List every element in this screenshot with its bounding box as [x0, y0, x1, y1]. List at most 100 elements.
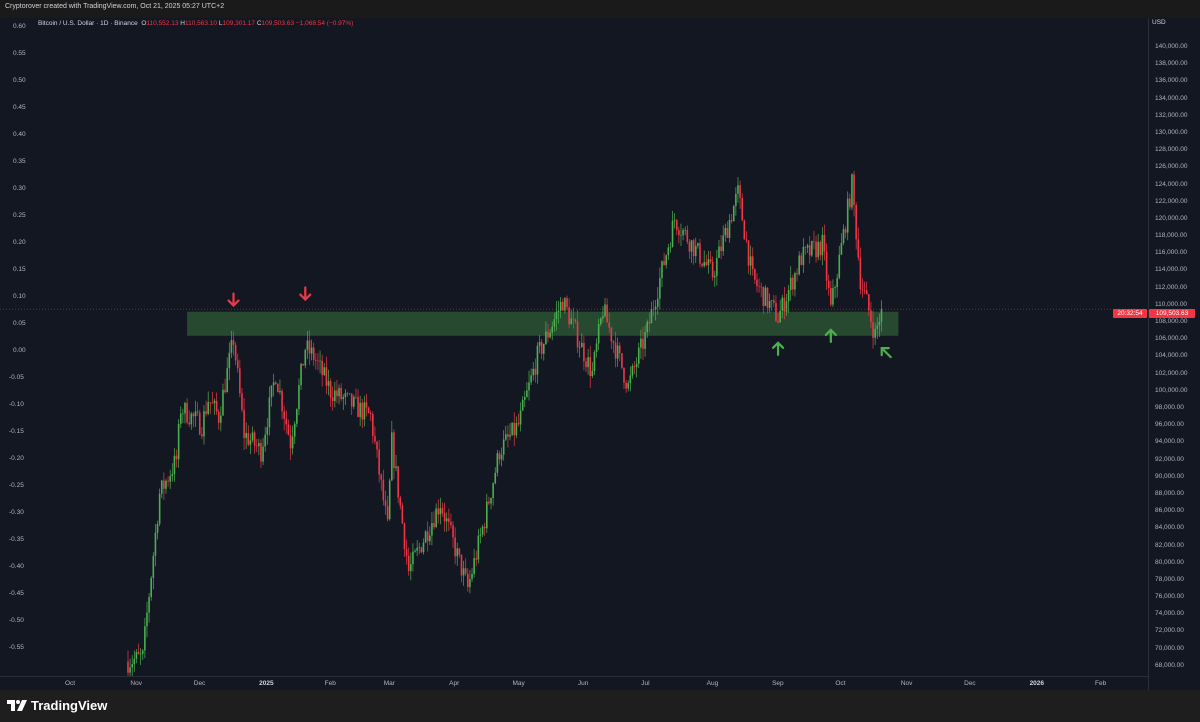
candle-body [868, 294, 870, 311]
candle-body [777, 321, 779, 323]
percent-tick-label: -0.20 [9, 455, 24, 462]
price-tick-label: 110,000.00 [1155, 300, 1188, 308]
tradingview-logo-icon [7, 700, 27, 711]
candle-body [249, 440, 252, 445]
candle-body [420, 547, 423, 553]
chart-pane[interactable] [0, 18, 1148, 676]
candle-body [137, 652, 140, 654]
candle-body [751, 256, 754, 270]
candle-body [321, 360, 323, 375]
candle-body [521, 399, 524, 411]
credit-text: Cryptorover created with TradingView.com… [5, 3, 225, 10]
candle-body [283, 411, 285, 419]
candle-body [445, 518, 448, 522]
candle-body [794, 273, 796, 290]
candle-body [334, 390, 336, 402]
candle-body [217, 411, 220, 423]
candle-body [471, 573, 473, 580]
candle-body [855, 204, 857, 240]
price-axis[interactable]: 140,000.00 138,000.00 136,000.00 134,000.00… [1148, 18, 1200, 690]
candle-body [388, 480, 391, 520]
candle-body [148, 597, 150, 613]
candle-body [291, 436, 294, 449]
candlestick-plot[interactable] [0, 0, 1148, 676]
candle-body [827, 280, 830, 288]
candle-body [806, 245, 809, 248]
candle-body [572, 318, 575, 320]
close-label: C [256, 20, 262, 27]
candle-body [800, 255, 803, 265]
candle-body [530, 375, 532, 383]
candle-body [534, 368, 537, 375]
candle-body [509, 434, 511, 437]
candle-body [372, 414, 374, 437]
candle-body [129, 667, 131, 673]
candle-body [243, 409, 245, 438]
candle-body [553, 319, 556, 327]
candle-body [213, 400, 216, 404]
symbol-title[interactable]: Bitcoin / U.S. Dollar · 1D · Binance [38, 20, 138, 27]
candle-body [485, 501, 488, 529]
candle-body [604, 304, 606, 317]
candle-body [870, 310, 872, 323]
candle-body [475, 558, 478, 560]
candle-body [578, 347, 581, 348]
candle-body [523, 397, 526, 400]
candle-body [796, 273, 798, 275]
candle-body [661, 261, 663, 278]
price-tick-label: 96,000.00 [1155, 421, 1184, 429]
candle-body [300, 363, 302, 386]
candle-body [477, 535, 480, 560]
candle-body [403, 523, 406, 550]
price-tick-label: 140,000.00 [1155, 43, 1188, 50]
candle-body [821, 234, 824, 256]
currency-label[interactable]: USD [1152, 19, 1166, 26]
candle-body [418, 547, 421, 548]
candle-body [410, 564, 412, 572]
candle-body [450, 521, 452, 526]
candle-body [348, 393, 351, 394]
candle-body [650, 309, 653, 324]
time-tick-label: Jul [641, 680, 650, 687]
candle-body [397, 466, 399, 498]
candle-body [656, 298, 659, 307]
price-tick-label: 82,000.00 [1155, 541, 1184, 549]
candle-body [608, 322, 611, 328]
price-tick-label: 116,000.00 [1155, 249, 1188, 257]
candle-body [745, 239, 748, 241]
current-price-tag: 109,503.63 [1149, 309, 1195, 318]
candle-body [454, 537, 456, 557]
candle-body [156, 523, 159, 533]
candle-body [412, 551, 414, 565]
candle-body [665, 255, 668, 265]
candle-body [694, 245, 697, 257]
candle-body [327, 381, 330, 386]
time-tick-label: Feb [324, 680, 336, 687]
candle-body [167, 480, 169, 482]
time-tick-label: Apr [449, 680, 460, 687]
candle-body [785, 301, 788, 312]
candle-body [365, 402, 368, 408]
candle-body [585, 361, 587, 368]
candle-body [498, 453, 501, 460]
candle-body [792, 277, 794, 290]
candle-body [802, 246, 805, 265]
price-tick-label: 84,000.00 [1155, 524, 1184, 532]
candle-body [631, 365, 634, 376]
candle-body [823, 234, 826, 252]
candle-body [274, 382, 277, 384]
candle-body [203, 411, 205, 437]
candle-body [245, 432, 247, 438]
candle-body [519, 410, 522, 425]
candle-body [680, 235, 682, 236]
price-tick-label: 98,000.00 [1155, 403, 1184, 411]
price-tick-label: 138,000.00 [1155, 60, 1188, 68]
low-value: 109,301.17 [222, 20, 256, 27]
candle-body [405, 549, 408, 556]
footer: TradingView [0, 690, 1200, 722]
price-tick-label: 78,000.00 [1155, 575, 1184, 583]
candle-body [682, 229, 684, 236]
candle-body [781, 297, 784, 311]
candle-body [783, 297, 786, 312]
time-axis[interactable]: Oct Nov Dec 2025 Feb Mar Apr May Jun Jul Aug Sep Oct… [0, 676, 1148, 691]
